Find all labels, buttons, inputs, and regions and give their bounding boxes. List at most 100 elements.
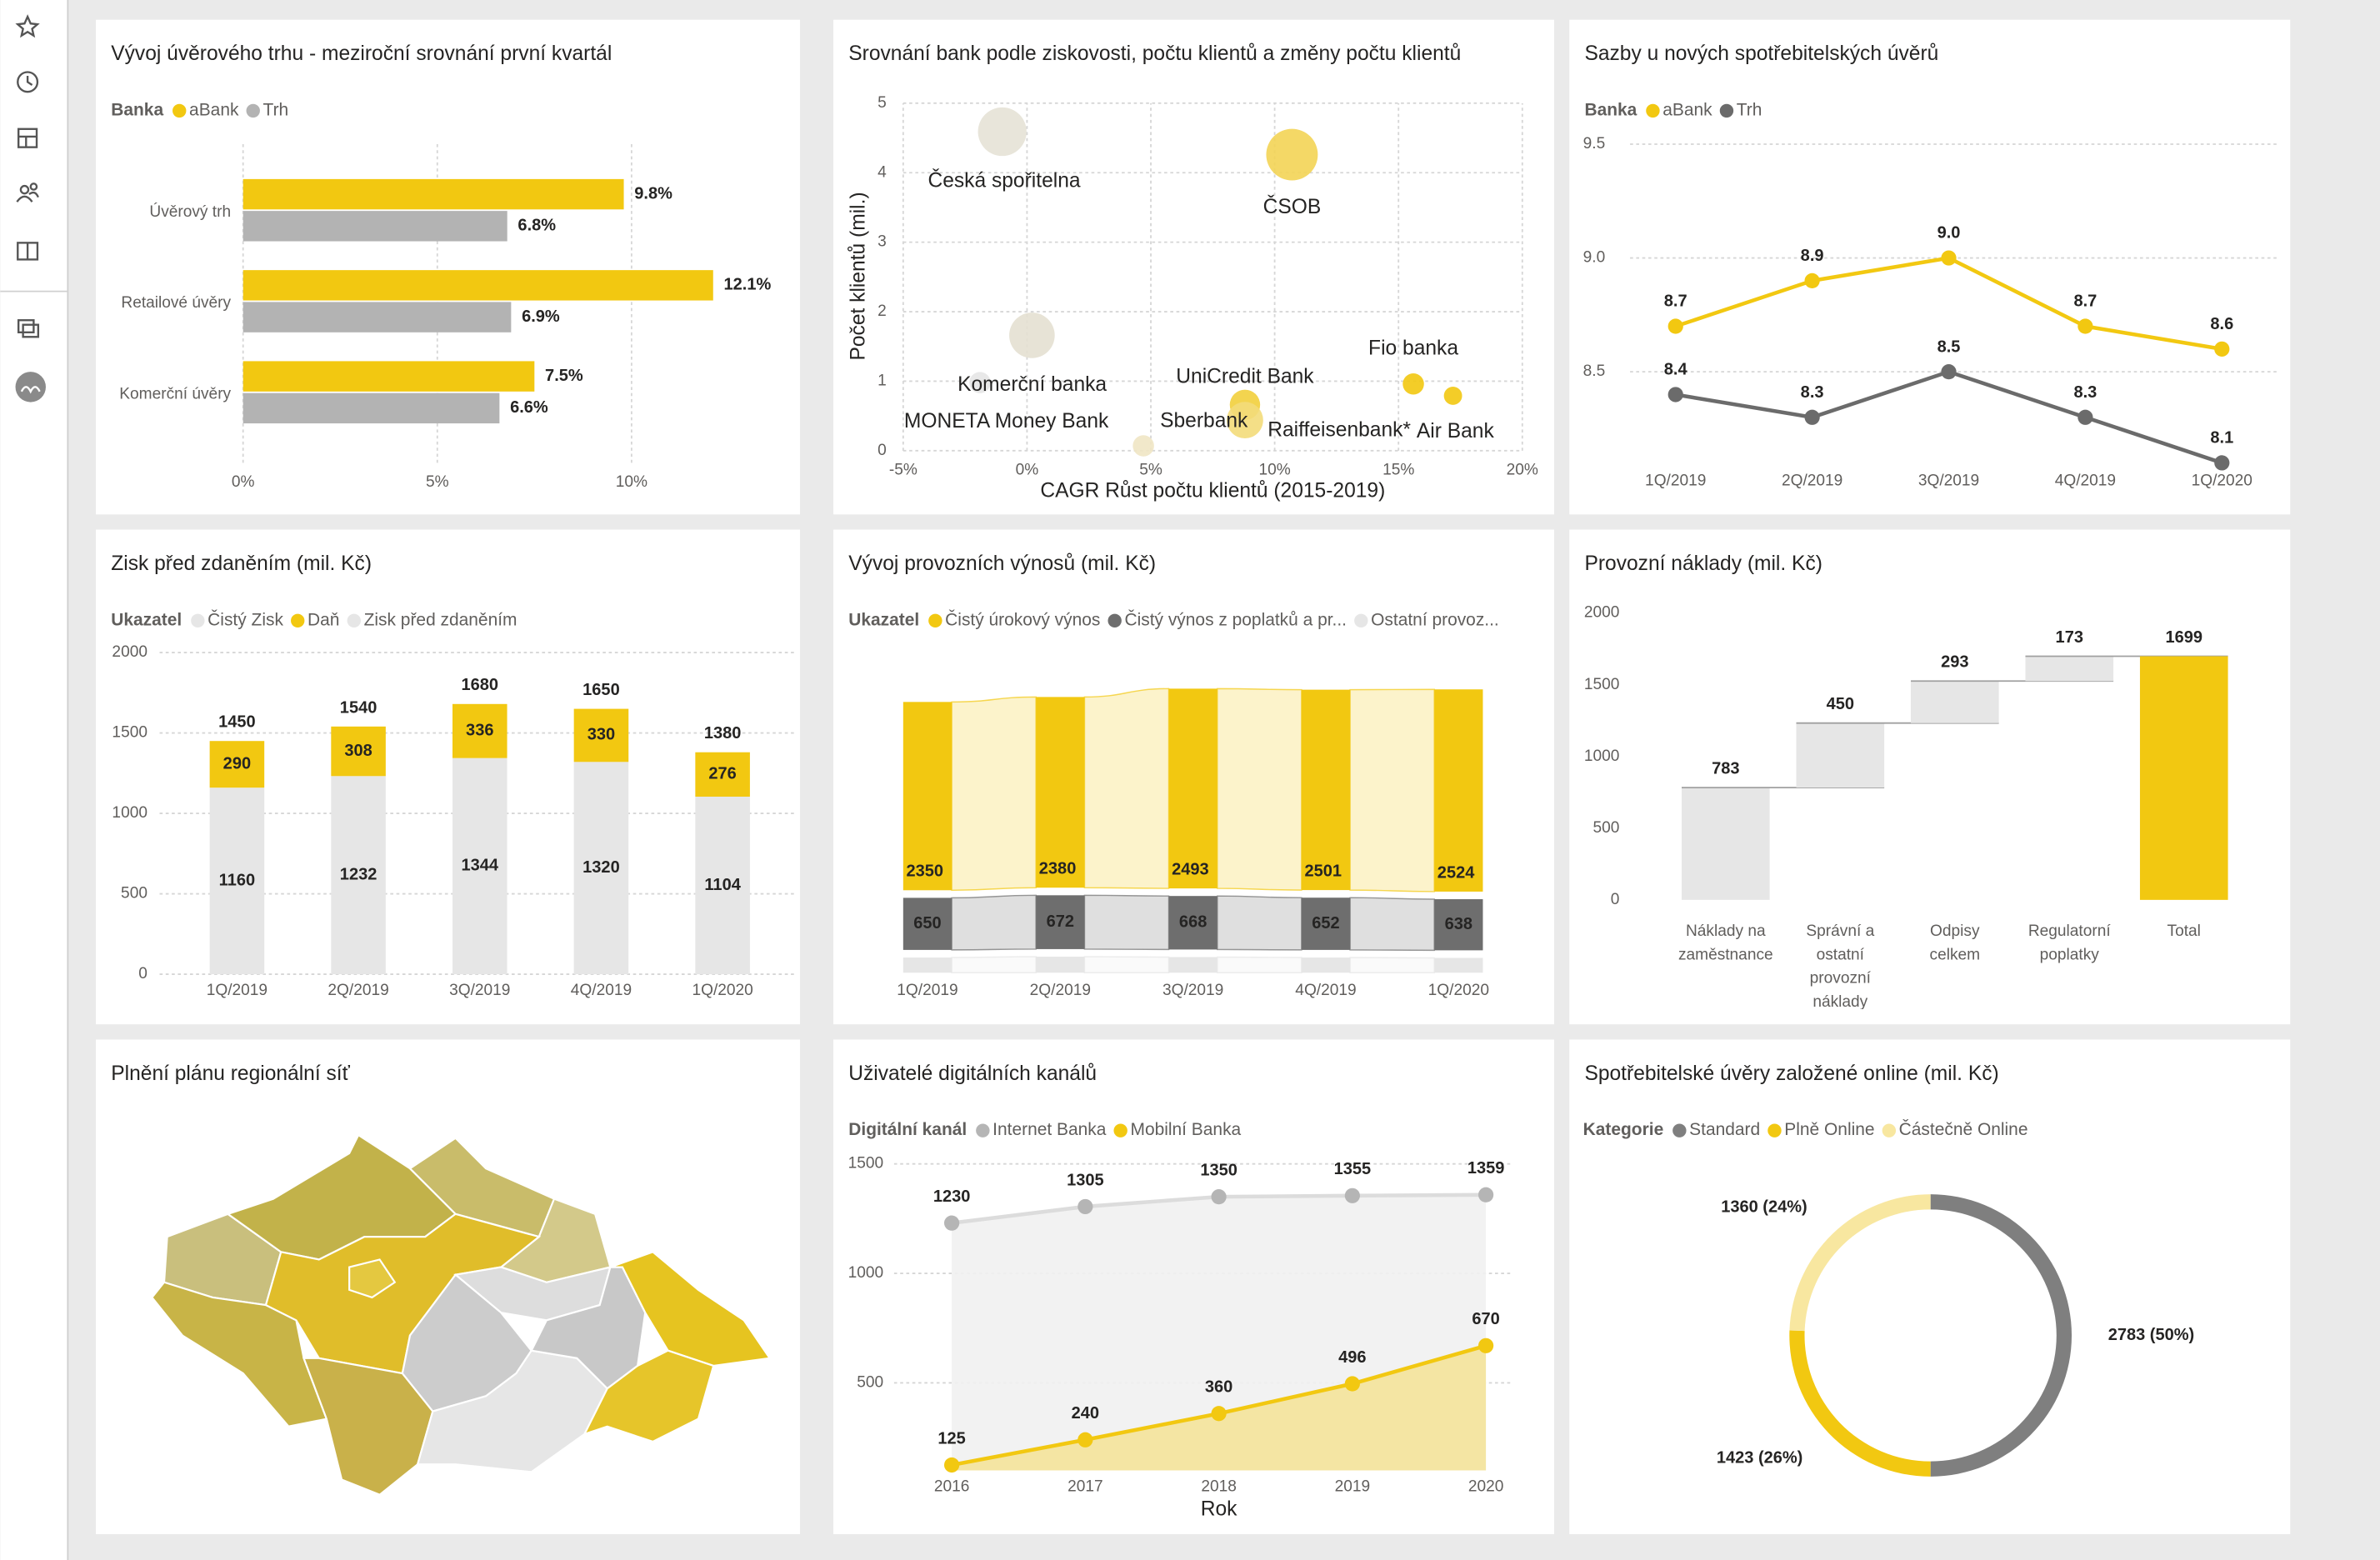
y-tick-label: 2000 [1584,604,1620,622]
sidebar-bg [0,0,68,1560]
data-label: 8.7 [2073,292,2097,311]
data-label: 652 [1312,914,1339,932]
chart-title: Plnění plánu regionální síť [111,1062,350,1085]
bar-segment [695,796,750,975]
area [952,1345,1487,1471]
bar [1682,788,1770,900]
data-label: 293 [1941,653,1968,672]
chart-title: Vývoj úvěrového trhu - meziroční srovnán… [111,42,612,65]
x-tick-label: 4Q/2019 [1295,982,1356,999]
y-tick-label: 500 [121,885,148,902]
x-tick-label: 2Q/2019 [1030,982,1091,999]
data-label: 783 [1712,760,1739,778]
x-tick-label: 3Q/2019 [1162,982,1223,999]
panel [96,19,800,515]
data-label: 1423 (26%) [1717,1449,1802,1468]
data-label: 6.8% [518,217,556,235]
y-tick-label: 1500 [1584,676,1620,693]
data-label: 6.9% [522,308,560,326]
data-label: 2350 [906,862,943,881]
point [1344,1188,1360,1203]
bubble [1402,373,1424,395]
ribbon [1349,897,1435,952]
point [2078,318,2093,334]
bubble-label: ČSOB [1263,195,1322,218]
y-axis-label: Počet klientů (mil.) [848,192,870,360]
y-tick-label: 8.5 [1583,362,1606,380]
total-label: 1680 [462,676,499,694]
x-tick-label: Regulatorní poplatky [2028,922,2111,963]
bar-segment [331,776,386,975]
legend-marker [928,613,942,628]
region-map [151,1133,772,1496]
point [1478,1187,1494,1202]
legend-title: Digitální kanál [848,1120,967,1139]
recent-icon[interactable] [17,71,39,93]
x-tick-label: 2Q/2019 [328,982,388,999]
bar-segment [209,741,265,788]
bar-segment [902,958,952,973]
bar-segment [1301,689,1351,891]
y-tick-label: 5 [878,94,887,112]
favorites-icon[interactable] [15,14,40,38]
legend-marker [1719,103,1734,118]
y-tick-label: 1500 [848,1155,884,1172]
learn-icon[interactable] [17,242,39,261]
data-label: 1344 [462,857,499,875]
x-tick-label: 1Q/2020 [2192,472,2252,489]
shared-icon[interactable] [16,182,39,202]
x-tick-label: 2018 [1201,1478,1237,1496]
apps-icon[interactable] [17,128,38,148]
data-label: 290 [223,754,251,772]
workspaces-icon[interactable] [17,319,40,338]
data-label: 1355 [1334,1160,1372,1178]
x-tick-label: 5% [1139,462,1162,479]
legend-label: Zisk před zdaněním [364,610,518,629]
bubble-label: Air Bank [1417,420,1495,442]
ribbon [1217,956,1302,973]
data-label: 6.6% [510,398,548,417]
data-label: 2380 [1039,860,1077,878]
point [943,1215,960,1231]
point [943,1457,960,1473]
x-tick-label: 3Q/2019 [1918,472,1979,489]
x-tick-label: 1Q/2019 [207,982,268,999]
legend-label: Plně Online [1784,1120,1874,1139]
point [1478,1338,1494,1353]
legend-label: Standard [1689,1120,1760,1139]
legend-marker [1113,1123,1128,1138]
bar-segment [209,788,265,975]
bar-segment [695,752,750,797]
workspace-icon[interactable] [15,372,46,402]
panel [96,529,800,1025]
data-label: 9.8% [634,184,672,202]
legend-label: Částečně Online [1899,1120,2028,1139]
legend-title: Kategorie [1583,1120,1664,1139]
x-tick-label: 0% [1016,462,1039,479]
point [1804,409,1820,425]
data-label: 2501 [1304,862,1342,881]
legend-label: Čistý úrokový výnos [945,610,1100,629]
y-tick-label: 0 [1611,891,1620,908]
x-tick-label: 1Q/2019 [1645,472,1706,489]
x-tick-label: 10% [616,473,648,491]
x-tick-label: 10% [1258,462,1290,479]
data-label: 330 [588,726,615,744]
bar-segment [902,898,952,950]
bar [2025,656,2114,682]
data-label: 1104 [704,876,741,894]
legend-marker [976,1123,990,1138]
clip-group: 783 Náklady na zaměstnance 450 Správní a osta… [1678,628,2228,1009]
point [1211,1189,1227,1205]
point [1668,318,1683,334]
bar [242,270,713,301]
y-tick-label: 1000 [848,1264,884,1282]
bar [1910,681,1999,723]
legend-title: Ukazatel [111,610,182,629]
y-tick-label: 500 [857,1374,883,1392]
bubble-label: Česká spořitelna [928,169,1080,192]
bar-segment [1036,895,1085,949]
bar-segment [1168,896,1218,950]
point [1941,364,1957,380]
